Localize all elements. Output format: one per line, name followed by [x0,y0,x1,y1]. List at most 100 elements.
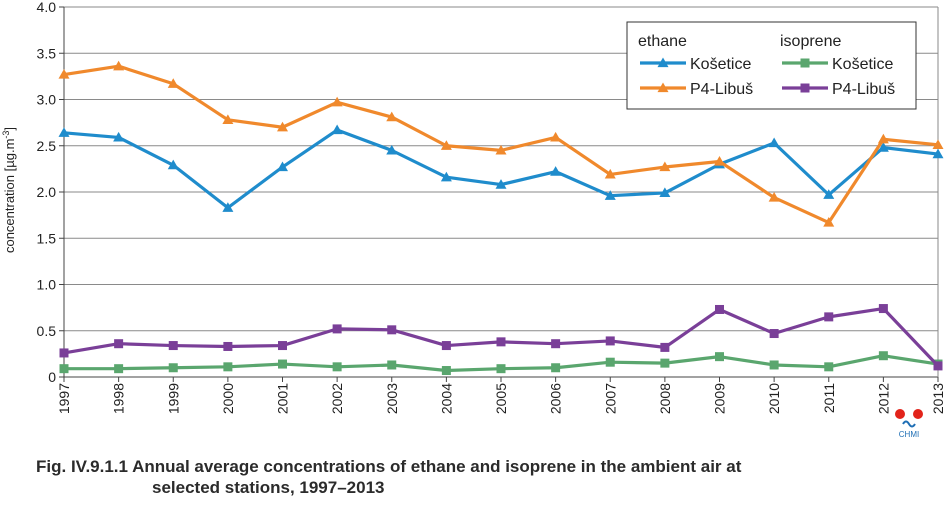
data-point [932,139,944,149]
data-point [768,137,780,148]
x-tick-label: 2000 [220,383,236,414]
series-isoprene-p4-libus [59,304,943,371]
data-point [113,60,125,71]
data-point [167,159,179,170]
data-point [114,339,124,349]
data-point [441,366,451,376]
series-isoprene-kosetice [59,351,943,376]
chmi-logo: CHMI [895,409,923,439]
figure-caption: Fig. IV.9.1.1 Annual average concentrati… [36,456,741,498]
data-point [496,364,506,374]
legend-swatch-marker [657,57,669,68]
y-tick-label: 4.0 [37,0,57,15]
data-point [332,324,342,334]
data-point [605,336,615,346]
data-point [877,133,889,144]
data-point [59,348,69,358]
data-point [440,171,452,182]
data-point [660,342,670,352]
x-tick-label: 1998 [111,383,127,414]
logo-dot-right [913,409,923,419]
data-point [768,192,780,202]
data-point [878,304,888,314]
x-tick-labels: 1997 1998 1999 2000 2001 2002 2003 2004 2005 2006… [56,383,945,414]
data-point [495,179,507,189]
series-line [63,306,940,368]
x-tick-label: 2006 [548,383,564,414]
data-point [551,363,561,373]
legend-group-heading: ethane [638,33,687,50]
data-point [551,339,561,349]
x-tick-label: 1997 [56,383,72,414]
data-point [824,362,834,372]
data-point [660,358,670,368]
legend-label: P4-Libuš [832,81,895,98]
series-ethane-kosetice [58,124,944,212]
data-point [823,217,835,227]
y-tick-label: 2.0 [37,184,57,200]
y-tick-label: 1.5 [37,230,57,246]
data-point [58,69,70,79]
data-point [331,124,343,135]
data-point [769,329,779,339]
legend-box [626,21,917,110]
legend-label: P4-Libuš [690,81,753,98]
line-chart: 0 0.5 1.0 1.5 2.0 2.5 3.0 3.5 4.0 1997 1998 1999 20… [1,0,945,439]
data-point [386,111,398,122]
data-point [168,363,178,373]
data-point [878,351,888,361]
y-tick-label: 1.0 [37,277,57,293]
data-point [714,155,725,166]
data-point [278,341,287,351]
data-point [277,161,288,172]
legend-group-heading: isoprene [780,33,841,50]
y-tick-label: 0.5 [37,323,57,339]
logo-wave [902,420,916,428]
data-point [495,144,507,155]
y-tick-label: 2.5 [37,138,57,154]
data-point [932,148,944,159]
legend-swatch-marker [657,82,669,93]
x-tick-label: 2004 [438,383,454,414]
x-tick-label: 1999 [165,383,181,414]
y-tick-label: 3.5 [37,45,57,61]
x-tick-label: 2009 [712,383,728,414]
data-point [223,362,233,372]
x-tick-label: 2007 [602,383,618,414]
data-point [223,341,233,351]
data-point [769,360,779,370]
x-tick-label: 2011 [821,383,837,413]
series-ethane-p4-libus [58,60,944,227]
x-tick-label: 2013 [930,383,945,414]
x-tick-label: 2005 [493,383,509,414]
legend-swatch-marker [800,83,810,93]
series-line [63,128,939,210]
series-group [58,60,944,376]
data-point [659,187,671,198]
y-tick-label: 3.0 [37,92,57,108]
data-point [58,127,70,137]
caption-line-1: Fig. IV.9.1.1 Annual average concentrati… [36,457,742,476]
data-point [715,304,724,314]
data-point [715,352,724,362]
data-point [604,190,616,200]
data-point [877,142,889,152]
data-point [441,341,451,351]
data-point [933,361,943,371]
data-point [114,364,124,374]
data-point [59,364,69,374]
data-point [331,96,343,107]
data-point [277,121,288,132]
data-point [496,337,506,347]
y-axis-label: concentration [µg.m-3] [1,127,17,253]
data-point [167,78,179,88]
data-point [604,168,616,179]
data-point [222,202,234,212]
x-tick-label: 2001 [275,383,291,414]
x-tick-label: 2012 [875,383,891,414]
legend-label: Košetice [690,56,751,73]
data-point [386,144,398,155]
logo-text: CHMI [899,430,919,439]
data-point [550,166,562,176]
data-point [440,140,452,150]
